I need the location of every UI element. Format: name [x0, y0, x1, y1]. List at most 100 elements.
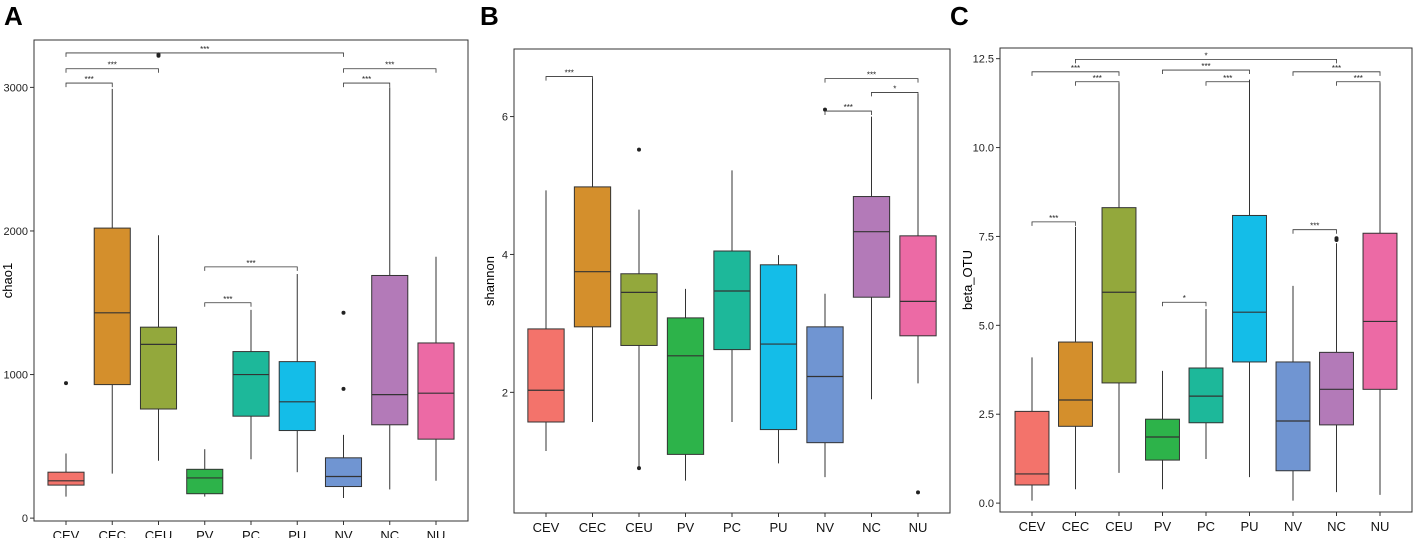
x-tick-label-pv: PV	[1154, 519, 1172, 534]
y-tick-label: 12.5	[973, 54, 994, 66]
significance-bracket: ***	[1336, 74, 1381, 86]
box-cev	[47, 381, 85, 497]
significance-label: ***	[1071, 64, 1080, 73]
box-nu	[1362, 83, 1398, 495]
bracket-line	[1031, 221, 1076, 226]
significance-label: ***	[84, 75, 93, 84]
significance-label: ***	[1354, 74, 1363, 83]
x-tick-label-cev: CEV	[1019, 519, 1046, 534]
box-iqr	[1058, 341, 1093, 427]
x-tick-label-ceu: CEU	[1105, 519, 1132, 534]
significance-label: ***	[1223, 74, 1232, 83]
x-tick-label-cev: CEV	[533, 520, 560, 535]
significance-bracket: ***	[1075, 74, 1120, 86]
significance-label: *	[1183, 294, 1186, 303]
bracket-line	[343, 82, 391, 88]
box-iqr	[806, 326, 844, 444]
box-iqr	[93, 227, 131, 386]
box-iqr	[324, 457, 363, 488]
box-iqr	[371, 274, 409, 426]
box-nc	[1319, 236, 1354, 493]
outlier-point	[341, 310, 346, 315]
y-tick-label: 7.5	[979, 231, 994, 243]
x-tick-label-pu: PU	[1240, 519, 1258, 534]
bracket-line	[1292, 229, 1337, 234]
panel-label: B	[480, 1, 499, 31]
box-iqr	[417, 342, 455, 440]
bracket-line	[1075, 81, 1120, 86]
box-cev	[527, 190, 565, 451]
significance-bracket: ***	[343, 75, 391, 88]
box-cev	[1014, 357, 1050, 501]
outlier-point	[156, 52, 161, 57]
significance-label: ***	[1332, 64, 1341, 73]
significance-label: ***	[1093, 74, 1102, 83]
significance-bracket: *	[1075, 51, 1337, 64]
box-nu	[417, 256, 455, 481]
box-nv	[324, 310, 363, 499]
box-iqr	[1101, 207, 1137, 384]
box-pv	[186, 449, 224, 497]
bracket-line	[343, 68, 437, 73]
x-tick-label-ceu: CEU	[145, 528, 172, 538]
y-tick-label: 3000	[4, 82, 28, 94]
outlier-point	[916, 490, 920, 495]
box-iqr	[620, 273, 658, 346]
bracket-line	[204, 266, 298, 271]
box-iqr	[186, 468, 224, 495]
significance-bracket: ***	[65, 75, 113, 88]
x-tick-label-nu: NU	[427, 528, 446, 538]
x-tick-label-pv: PV	[196, 528, 214, 538]
box-iqr	[47, 471, 85, 486]
y-tick-label: 1000	[4, 370, 28, 382]
x-tick-label-nc: NC	[1327, 519, 1346, 534]
y-tick-label: 5.0	[979, 320, 994, 332]
box-iqr	[899, 235, 937, 337]
y-tick-label: 2	[502, 387, 508, 399]
significance-bracket: ***	[65, 61, 159, 73]
x-tick-label-nc: NC	[380, 528, 399, 538]
box-iqr	[1188, 367, 1224, 424]
bracket-line	[65, 82, 113, 88]
significance-bracket: ***	[1205, 74, 1250, 86]
bracket-line	[1205, 81, 1250, 86]
box-iqr	[527, 328, 565, 423]
bracket-line	[1336, 81, 1381, 86]
x-tick-label-pv: PV	[677, 520, 695, 535]
box-iqr	[1275, 361, 1311, 472]
box-nv	[1275, 285, 1311, 501]
y-axis-label: beta_OTU	[960, 250, 975, 310]
box-nc	[852, 116, 891, 400]
x-tick-label-cec: CEC	[579, 520, 606, 535]
box-iqr	[713, 250, 751, 351]
x-tick-label-pu: PU	[288, 528, 306, 538]
x-tick-label-nv: NV	[816, 520, 834, 535]
bracket-line	[1162, 69, 1250, 75]
bracket-line	[1292, 71, 1381, 76]
significance-bracket: ***	[204, 259, 298, 271]
bracket-line	[545, 76, 593, 81]
outlier-point	[1334, 236, 1339, 241]
significance-label: ***	[108, 61, 117, 70]
box-iqr	[278, 361, 316, 432]
significance-label: ***	[565, 69, 574, 78]
panel-label: C	[950, 1, 969, 31]
box-iqr	[1319, 351, 1354, 426]
x-tick-label-pc: PC	[1197, 519, 1215, 534]
box-iqr	[759, 264, 798, 431]
significance-bracket: *	[871, 84, 919, 97]
box-nv	[806, 107, 844, 478]
box-ceu	[620, 147, 658, 471]
significance-bracket: *	[1162, 294, 1207, 307]
significance-bracket: ***	[824, 71, 919, 83]
significance-label: ***	[362, 75, 371, 84]
outlier-point	[64, 381, 68, 386]
y-tick-label: 2.5	[979, 409, 994, 421]
box-ceu	[1101, 83, 1137, 473]
y-axis-label: chao1	[0, 263, 15, 298]
significance-bracket: ***	[343, 61, 437, 73]
significance-label: ***	[246, 259, 255, 268]
significance-label: ***	[1310, 222, 1319, 231]
